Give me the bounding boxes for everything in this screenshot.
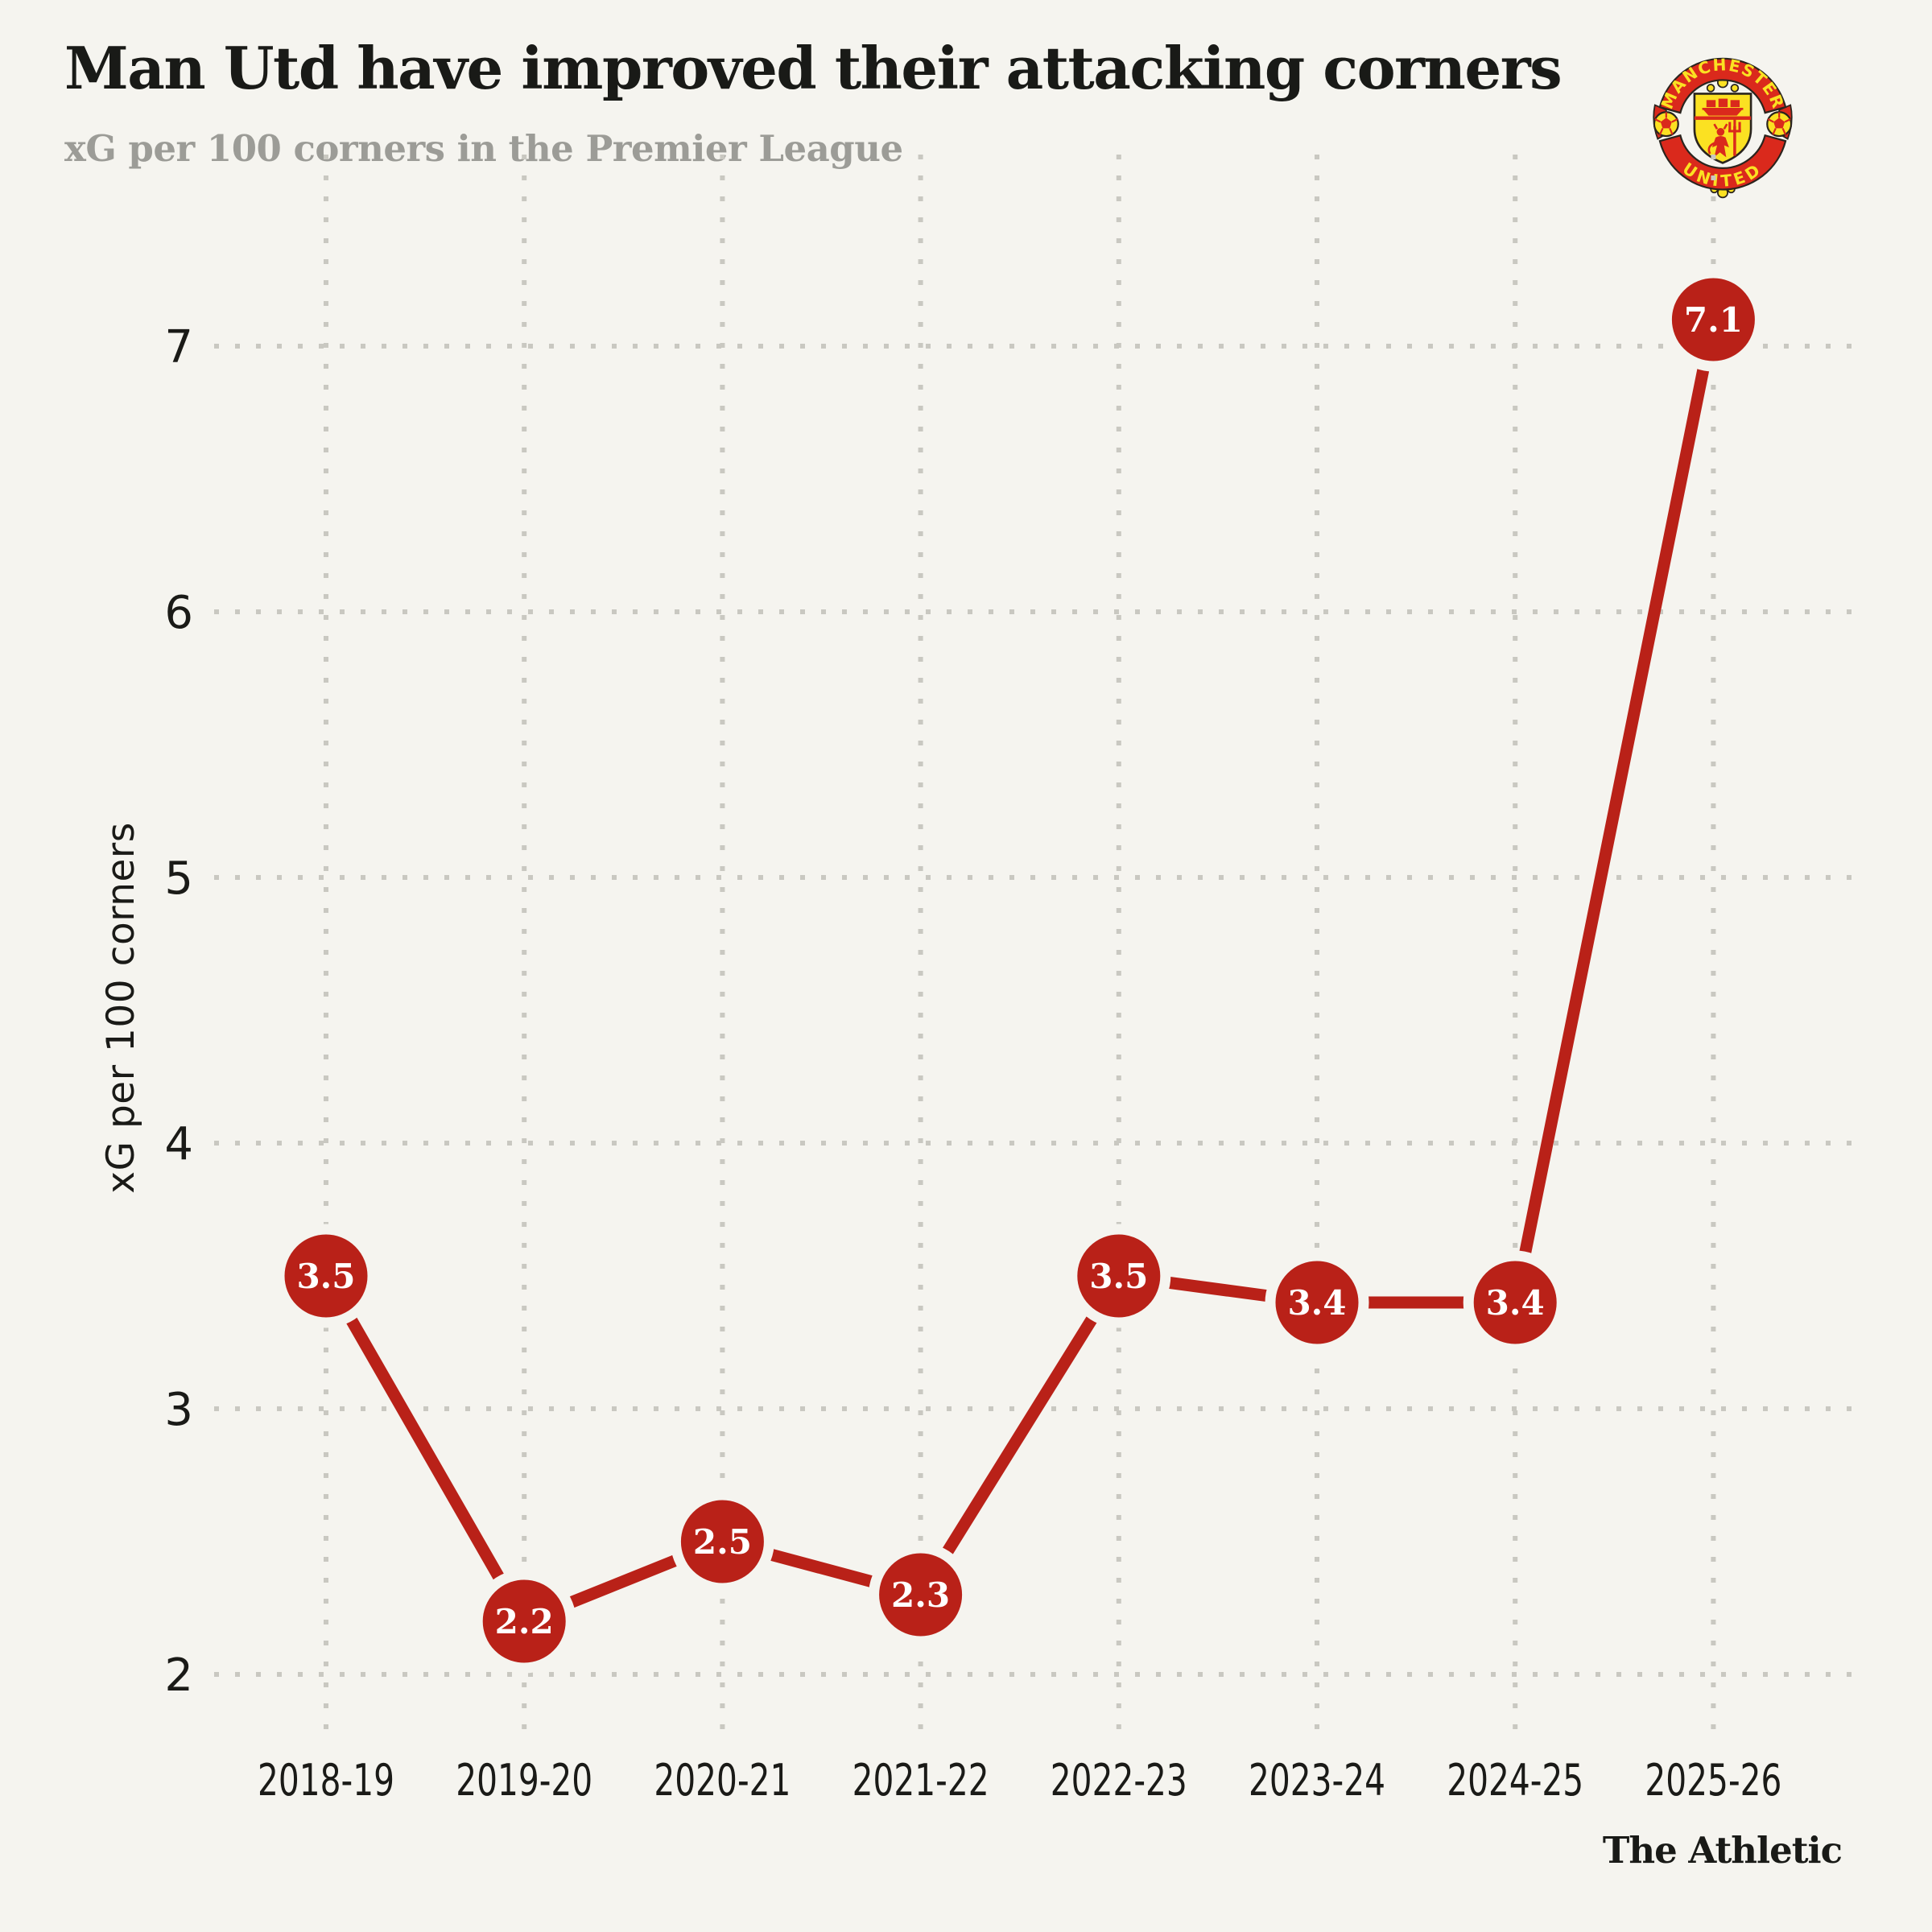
crest-football-left [1653,111,1679,138]
data-point-value-label: 3.4 [1486,1283,1545,1323]
man-utd-crest-icon: MANCHESTER UNITED [1653,55,1793,199]
data-point-value-label: 3.5 [296,1257,355,1296]
x-tick-label: 2024-25 [1447,1755,1583,1806]
crest-football-right [1766,111,1793,138]
athletic-logo: The Athletic [1602,1829,1843,1872]
data-point-value-label: 2.5 [693,1522,752,1562]
crest-ship-icon [1702,98,1744,116]
series-line [320,318,1719,1628]
data-point-value-label: 3.5 [1089,1257,1148,1296]
x-axis-tick-labels: 2018-19 2019-20 2020-21 2021-22 2022-23 2023-… [258,1755,1781,1806]
data-point-marker [1661,267,1765,372]
y-tick-label: 7 [164,321,193,374]
y-tick-label: 3 [164,1384,193,1436]
y-tick-label: 6 [164,587,193,639]
data-series-line [320,318,1719,1628]
y-tick-label: 4 [164,1118,193,1170]
crest-shield [1693,93,1752,164]
y-axis-tick-labels: 2 3 4 5 6 7 [164,321,193,1702]
x-tick-label: 2019-20 [456,1755,592,1806]
page-subtitle: xG per 100 corners in the Premier League [64,127,903,170]
data-point-marker [274,1224,378,1328]
x-tick-label: 2021-22 [852,1755,989,1806]
data-point-marker [1463,1250,1567,1355]
x-tick-label: 2018-19 [258,1755,394,1806]
data-point-marker [1265,1250,1369,1355]
vertical-gridlines [324,155,1716,1737]
y-tick-label: 5 [164,852,193,905]
data-point-marker [670,1489,774,1594]
horizontal-gridlines [214,344,1852,1677]
page-title: Man Utd have improved their attacking co… [64,34,1563,102]
y-tick-label: 2 [164,1649,193,1702]
data-point-value-label: 2.3 [891,1575,950,1615]
data-point-value-label: 7.1 [1684,300,1743,340]
x-tick-label: 2022-23 [1051,1755,1187,1806]
y-axis-title: xG per 100 corners [99,822,143,1193]
data-point-value-label: 3.4 [1287,1283,1346,1323]
data-point-value-label: 2.2 [495,1602,554,1641]
x-tick-label: 2025-26 [1645,1755,1781,1806]
crest-devil-icon [1707,119,1741,158]
data-point-marker [472,1569,576,1674]
x-tick-label: 2020-21 [654,1755,791,1806]
data-point-markers: 3.5 2.2 2.5 2.3 3.5 3.4 3.4 7.1 [274,267,1765,1674]
data-point-marker [869,1542,973,1647]
x-tick-label: 2023-24 [1249,1755,1385,1806]
data-point-marker [1067,1224,1171,1328]
